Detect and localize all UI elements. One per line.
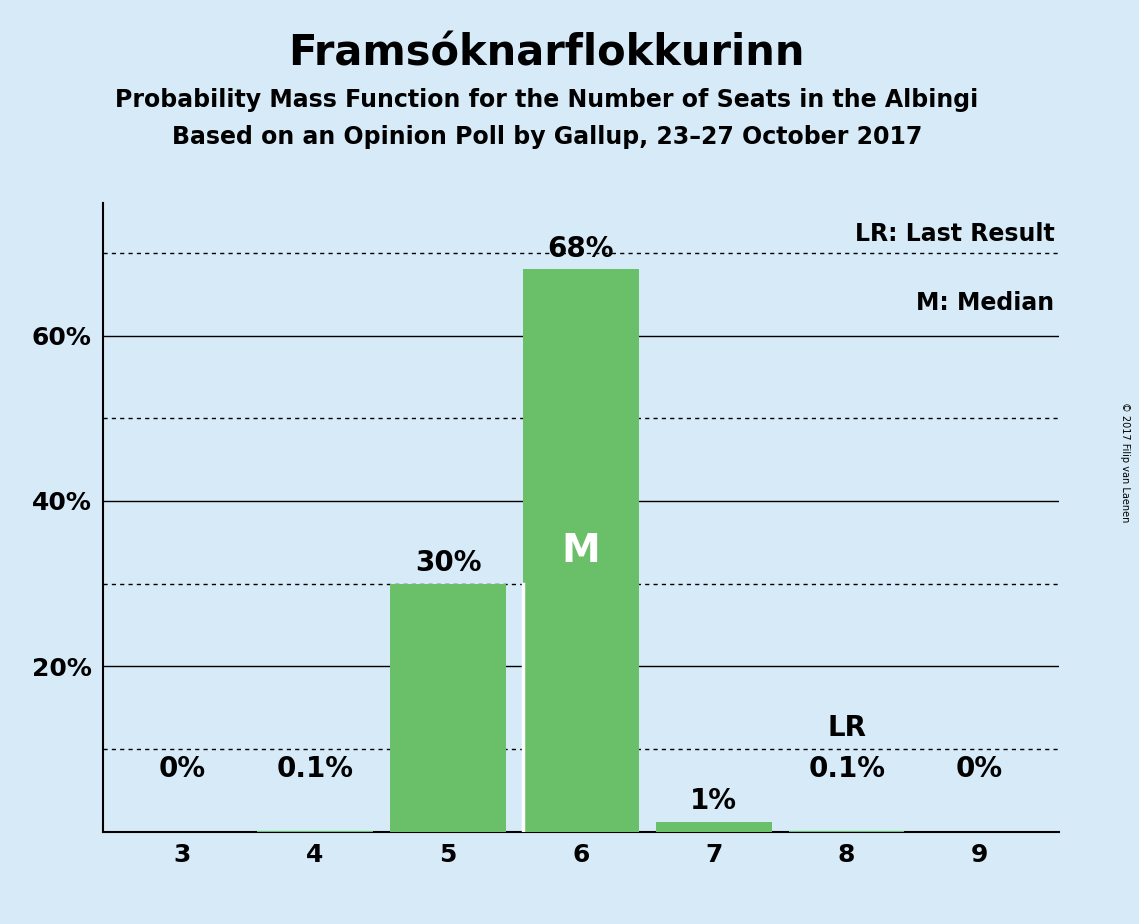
Text: 0.1%: 0.1% — [809, 755, 885, 783]
Text: LR: LR — [827, 714, 866, 742]
Text: 0.1%: 0.1% — [277, 755, 353, 783]
Text: 1%: 1% — [690, 787, 737, 815]
Text: Probability Mass Function for the Number of Seats in the Albingi: Probability Mass Function for the Number… — [115, 88, 978, 112]
Bar — [391, 584, 506, 832]
Text: 68%: 68% — [548, 235, 614, 262]
Text: Based on an Opinion Poll by Gallup, 23–27 October 2017: Based on an Opinion Poll by Gallup, 23–2… — [172, 125, 921, 149]
Text: LR: Last Result: LR: Last Result — [854, 222, 1055, 246]
Text: Framsóknarflokkurinn: Framsóknarflokkurinn — [288, 32, 805, 74]
Text: © 2017 Filip van Laenen: © 2017 Filip van Laenen — [1121, 402, 1130, 522]
Text: 0%: 0% — [956, 755, 1003, 783]
Bar — [656, 821, 771, 832]
Text: M: M — [562, 531, 600, 569]
Bar — [523, 270, 639, 832]
Text: 0%: 0% — [158, 755, 206, 783]
Text: M: Median: M: Median — [917, 291, 1055, 315]
Text: 30%: 30% — [415, 549, 482, 577]
